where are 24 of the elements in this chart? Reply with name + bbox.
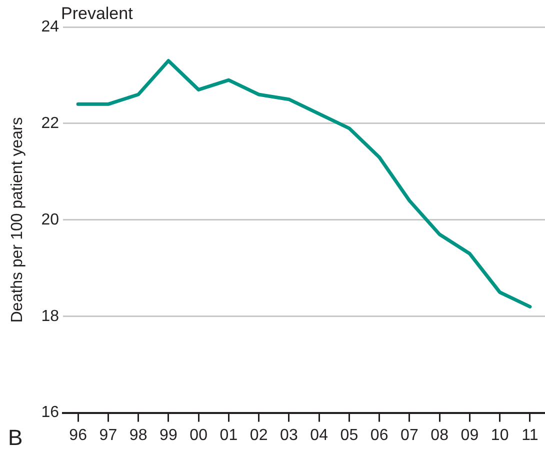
x-tick-label: 09 — [460, 426, 479, 444]
x-tick-label: 04 — [310, 426, 328, 444]
x-tick-label: 97 — [99, 426, 118, 444]
y-tick-label: 24 — [41, 18, 60, 36]
x-tick-label: 11 — [522, 426, 538, 444]
x-tick-label: 08 — [430, 426, 449, 444]
y-tick-label: 18 — [41, 308, 60, 325]
x-tick-label: 98 — [129, 426, 148, 444]
chart-title: Prevalent — [60, 4, 134, 24]
y-tick-label: 22 — [41, 114, 60, 132]
x-tick-label: 01 — [220, 426, 238, 444]
x-tick-label: 03 — [280, 426, 298, 444]
x-tick-label: 02 — [250, 426, 268, 444]
x-tick-label: 06 — [370, 426, 388, 444]
x-tick-label: 10 — [490, 426, 509, 444]
x-tick-label: 05 — [340, 426, 358, 444]
x-tick-label: 07 — [400, 426, 418, 444]
text: B — [8, 425, 23, 449]
x-tick-label: 99 — [160, 426, 178, 444]
x-tick-label: 96 — [69, 426, 88, 444]
y-tick-label: 16 — [41, 404, 60, 422]
x-tick-label: 00 — [190, 426, 208, 444]
y-axis-title: Deaths per 100 patient years — [9, 117, 26, 323]
y-tick-label: 20 — [41, 211, 60, 228]
